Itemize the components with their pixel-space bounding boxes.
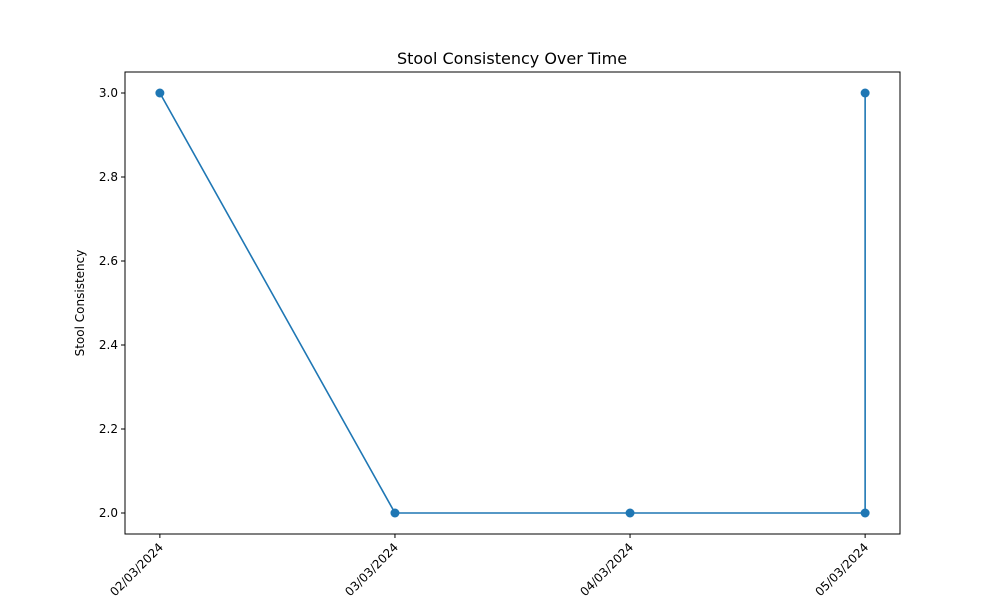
- y-tick-label: 2.2: [99, 422, 118, 436]
- data-point: [155, 88, 165, 98]
- data-point: [860, 508, 870, 518]
- y-axis: 2.0 2.2 2.4 2.6 2.8 3.0: [99, 86, 125, 520]
- y-tick-label: 3.0: [99, 86, 118, 100]
- x-tick-label: 04/03/2024: [577, 540, 636, 599]
- x-tick-label: 05/03/2024: [812, 540, 871, 599]
- x-tick-label: 03/03/2024: [342, 540, 401, 599]
- x-tick-label: 02/03/2024: [107, 540, 166, 599]
- data-point: [625, 508, 635, 518]
- chart-title: Stool Consistency Over Time: [397, 49, 627, 68]
- data-point: [390, 508, 400, 518]
- y-tick-label: 2.0: [99, 506, 118, 520]
- x-axis: 02/03/2024 03/03/2024 04/03/2024 05/03/2024: [107, 534, 871, 599]
- plot-area: 2.02.22.42.62.83.0 02/03/2024 03/03/2024 0…: [99, 71, 901, 599]
- y-tick-label: 2.8: [99, 170, 118, 184]
- y-tick-label: 2.4: [99, 338, 118, 352]
- y-tick-label: 2.6: [99, 254, 118, 268]
- series-line: [159, 92, 866, 514]
- data-point: [860, 88, 870, 98]
- y-axis-label: Stool Consistency: [73, 250, 87, 357]
- axis-frame: [124, 71, 901, 535]
- series-layer: [155, 88, 870, 518]
